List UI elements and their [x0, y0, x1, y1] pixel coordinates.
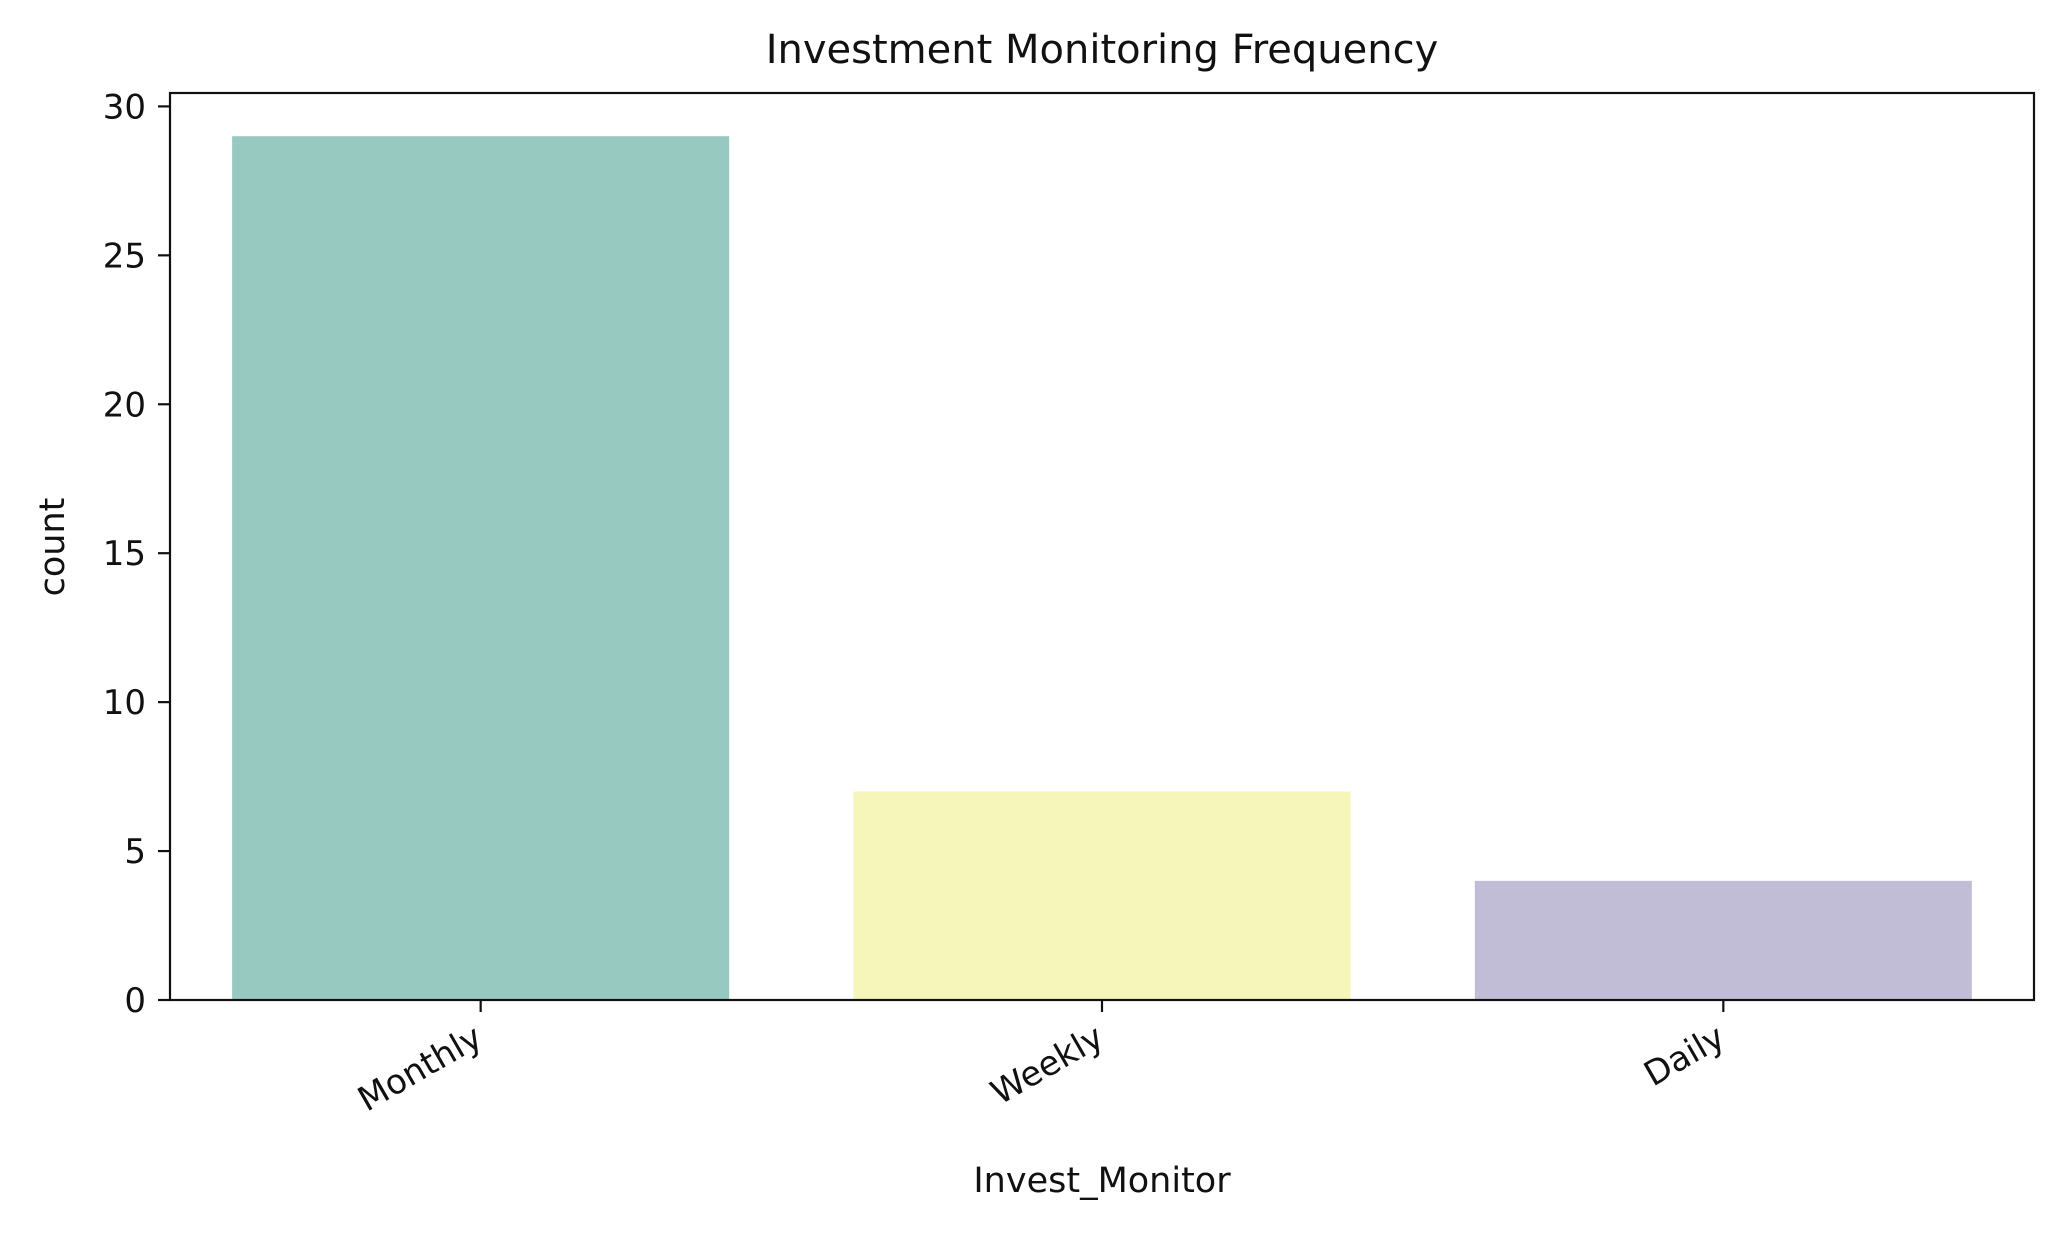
y-tick-label-0: 0 [124, 981, 146, 1021]
x-tick-label-monthly: Monthly [351, 1017, 489, 1120]
y-axis: 0 5 10 15 20 25 30 [103, 87, 170, 1021]
bar-daily [1474, 880, 1972, 1000]
x-tick-label-weekly: Weekly [984, 1017, 1110, 1113]
x-axis-title: Invest_Monitor [973, 1161, 1231, 1201]
y-tick-label-10: 10 [103, 683, 146, 723]
plot-frame [168, 91, 2036, 1002]
bar-weekly [853, 791, 1351, 1000]
y-axis-title: count [33, 498, 73, 597]
y-tick-label-25: 25 [103, 236, 146, 276]
bar-monthly [232, 136, 730, 1000]
y-tick-label-30: 30 [103, 87, 146, 127]
x-axis: Monthly Weekly Daily [351, 1000, 1732, 1120]
y-tick-label-15: 15 [103, 534, 146, 574]
x-tick-label-daily: Daily [1637, 1017, 1732, 1095]
bars-group [232, 136, 1972, 1000]
y-tick-label-20: 20 [103, 385, 146, 425]
y-tick-label-5: 5 [124, 832, 146, 872]
chart-title: Investment Monitoring Frequency [766, 27, 1439, 73]
